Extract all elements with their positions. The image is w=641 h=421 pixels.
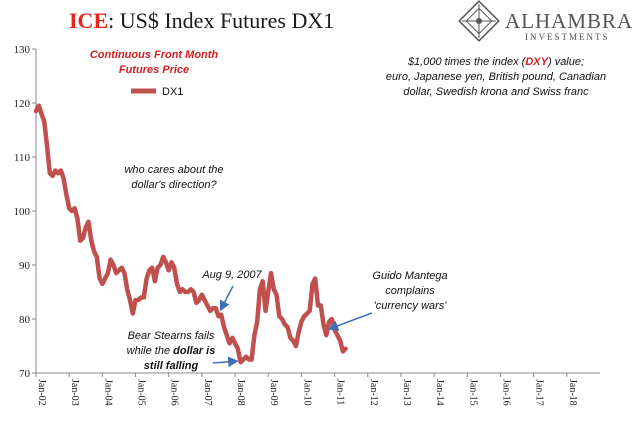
x-tick-label: Jan-04 xyxy=(102,379,113,406)
annotation-aug9: Aug 9, 2007 xyxy=(201,269,263,312)
series-line-dx1 xyxy=(33,103,348,365)
annotation-guido: Guido Mantega complains 'currency wars' xyxy=(327,270,448,331)
annotation-arrow xyxy=(327,312,373,331)
diamond-logo-icon xyxy=(458,0,500,42)
series-note-line1: Continuous Front Month xyxy=(90,49,219,61)
alhambra-logo: ALHAMBRA INVESTMENTS xyxy=(458,0,633,42)
annotation-arrow xyxy=(219,285,234,312)
x-tick-label: Jan-11 xyxy=(335,379,346,405)
x-tick-label: Jan-12 xyxy=(368,379,379,406)
annotation-bear: Bear Stearns fails while the dollar is sti… xyxy=(127,330,239,372)
chart-title-brand: ICE xyxy=(69,8,108,33)
x-tick-label: Jan-10 xyxy=(301,379,312,406)
basket-note: $1,000 times the index (DXY) value; euro… xyxy=(386,56,606,98)
annotation-who_cares: who cares about the dollar's direction? xyxy=(124,164,223,191)
y-tick-label: 120 xyxy=(14,98,31,110)
annotation-line: while the dollar is xyxy=(127,345,216,357)
x-tick-label: Jan-09 xyxy=(268,379,279,406)
y-tick-label: 130 xyxy=(14,44,31,56)
y-tick-label: 70 xyxy=(19,368,31,380)
chart-title: ICE: US$ Index Futures DX1 xyxy=(69,8,334,33)
x-axis: Jan-02 Jan-03 Jan-04 Jan-05 Jan-06 Jan-07 Jan-… xyxy=(35,373,578,406)
x-tick-label: Jan-15 xyxy=(467,379,478,406)
x-tick-label: Jan-16 xyxy=(500,379,511,406)
y-axis: 70 80 90 100 110 120 130 xyxy=(14,44,36,380)
annotations: who cares about the dollar's direction? Au… xyxy=(124,164,447,372)
x-tick-label: Jan-06 xyxy=(169,379,180,406)
y-tick-label: 90 xyxy=(19,260,31,272)
legend: DX1 xyxy=(131,86,183,98)
x-tick-label: Jan-03 xyxy=(69,379,80,406)
annotation-line: dollar's direction? xyxy=(131,179,217,191)
annotation-line: still falling xyxy=(144,360,199,372)
x-tick-label: Jan-05 xyxy=(136,379,147,406)
x-tick-label: Jan-07 xyxy=(202,379,213,406)
y-tick-label: 100 xyxy=(14,206,31,218)
logo-name: ALHAMBRA xyxy=(505,9,633,33)
annotation-line: Guido Mantega xyxy=(372,270,447,282)
annotation-line: who cares about the xyxy=(124,164,223,176)
basket-note-line3: dollar, Swedish krona and Swiss franc xyxy=(403,86,589,98)
legend-label: DX1 xyxy=(162,86,183,98)
series-layer xyxy=(33,103,348,365)
chart-title-rest: : US$ Index Futures DX1 xyxy=(108,8,334,33)
y-tick-label: 80 xyxy=(19,314,31,326)
y-tick-label: 110 xyxy=(14,152,31,164)
annotation-line: complains xyxy=(385,285,435,297)
annotation-arrow xyxy=(212,356,239,368)
x-tick-label: Jan-13 xyxy=(401,379,412,406)
basket-note-line1: $1,000 times the index (DXY) value; xyxy=(407,56,584,68)
x-tick-label: Jan-02 xyxy=(36,379,47,406)
series-note-line2: Futures Price xyxy=(119,64,189,76)
x-tick-label: Jan-18 xyxy=(567,379,578,406)
annotation-line: Bear Stearns fails xyxy=(128,330,215,342)
annotation-line: 'currency wars' xyxy=(374,300,448,312)
annotation-line: Aug 9, 2007 xyxy=(201,269,262,281)
x-tick-label: Jan-08 xyxy=(235,379,246,406)
basket-note-line2: euro, Japanese yen, British pound, Canad… xyxy=(386,71,606,83)
x-tick-label: Jan-14 xyxy=(434,379,445,406)
x-tick-label: Jan-17 xyxy=(534,379,545,406)
logo-sub: INVESTMENTS xyxy=(525,32,610,42)
